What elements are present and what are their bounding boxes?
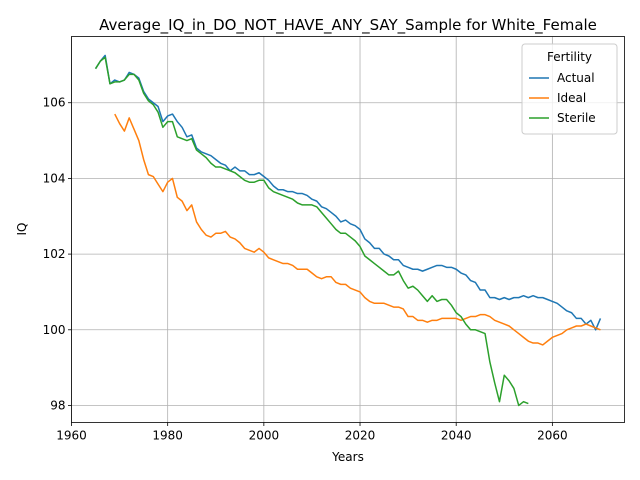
series-lines xyxy=(94,54,602,407)
legend-label-actual: Actual xyxy=(557,71,595,85)
legend: Fertility Actual Ideal Sterile xyxy=(521,43,618,135)
y-tick-label: 102 xyxy=(43,247,66,261)
x-tick-label: 2000 xyxy=(249,429,280,443)
legend-label-ideal: Ideal xyxy=(557,91,586,105)
x-tick-label: 2060 xyxy=(537,429,568,443)
legend-box xyxy=(521,43,618,135)
x-tick-label: 1980 xyxy=(152,429,183,443)
y-tick-label: 98 xyxy=(50,398,65,412)
y-axis-label: IQ xyxy=(15,223,29,236)
y-tick-label: 104 xyxy=(43,171,66,185)
series-line-ideal xyxy=(114,113,601,346)
x-tick-label: 2020 xyxy=(345,429,376,443)
x-axis: 1960 1980 2000 2020 2040 2060 xyxy=(56,422,568,443)
series-line-sterile xyxy=(94,56,529,407)
y-axis: 98 100 102 104 106 xyxy=(43,96,72,412)
y-tick-label: 106 xyxy=(43,96,66,110)
plot-frame xyxy=(71,36,625,423)
series-line-actual xyxy=(94,54,602,331)
y-tick-label: 100 xyxy=(43,323,66,337)
legend-label-sterile: Sterile xyxy=(557,111,596,125)
legend-title: Fertility xyxy=(547,50,592,64)
x-tick-label: 1960 xyxy=(56,429,87,443)
chart-title: Average_IQ_in_DO_NOT_HAVE_ANY_SAY_Sample… xyxy=(99,16,597,35)
x-tick-label: 2040 xyxy=(441,429,472,443)
x-axis-label: Years xyxy=(331,450,364,464)
